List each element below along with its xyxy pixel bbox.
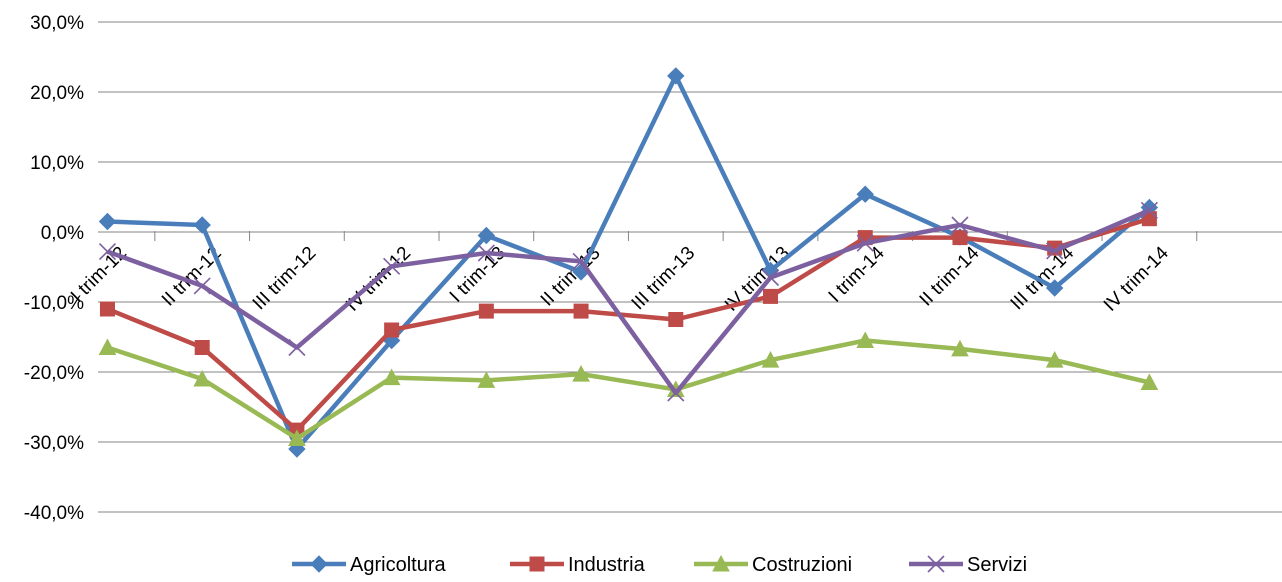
triangle-marker xyxy=(572,365,590,382)
triangle-marker xyxy=(193,369,212,387)
x-marker xyxy=(667,384,685,402)
square-marker xyxy=(529,556,545,572)
square-marker xyxy=(668,312,684,327)
triangle-marker xyxy=(712,554,730,572)
x-marker xyxy=(856,234,874,252)
series-line xyxy=(107,73,1151,452)
series-servizi xyxy=(98,201,1158,402)
square-marker xyxy=(384,322,400,338)
square-marker xyxy=(573,303,589,319)
x-marker xyxy=(383,257,401,275)
square-marker xyxy=(763,288,779,304)
y-tick-label: 20,0% xyxy=(30,83,84,104)
legend-label: Industria xyxy=(568,554,646,576)
square-marker xyxy=(194,340,210,355)
triangle-marker xyxy=(288,429,306,446)
triangle-marker xyxy=(761,351,780,368)
legend: Agricoltura Industria Costruzioni Servizi xyxy=(292,554,1027,576)
legend-label: Costruzioni xyxy=(752,554,852,576)
diamond-marker xyxy=(856,185,874,203)
y-tick-label: 10,0% xyxy=(30,153,84,174)
legend-label: Servizi xyxy=(967,554,1027,576)
square-marker xyxy=(99,301,115,317)
y-tick-label: -40,0% xyxy=(24,503,84,524)
x-marker xyxy=(288,338,306,357)
x-marker xyxy=(1046,242,1064,260)
diamond-marker xyxy=(1045,279,1064,297)
diamond-marker xyxy=(477,226,496,245)
legend-item-costruzioni: Costruzioni xyxy=(694,554,852,576)
legend-item-servizi: Servizi xyxy=(909,554,1027,576)
triangle-marker xyxy=(1140,373,1159,390)
triangle-marker xyxy=(951,339,969,357)
y-tick-label: 30,0% xyxy=(30,13,84,34)
series-line xyxy=(106,208,1151,396)
triangle-marker xyxy=(1045,351,1064,368)
series-line xyxy=(106,216,1151,433)
diamond-marker xyxy=(98,212,117,231)
gridlines xyxy=(98,21,1282,513)
series-lines xyxy=(98,67,1159,458)
diamond-marker xyxy=(193,216,211,234)
triangle-marker xyxy=(477,371,496,388)
y-axis-tick-labels: 30,0% 20,0% 10,0% 0,0% -10,0% -20,0% -30,0% -40… xyxy=(24,13,84,524)
x-marker xyxy=(1140,201,1158,219)
x-marker xyxy=(927,555,945,573)
y-tick-label: -20,0% xyxy=(24,363,84,384)
x-tick-label: III trim-13 xyxy=(628,243,700,315)
y-tick-label: -10,0% xyxy=(24,293,84,314)
square-marker xyxy=(478,303,494,319)
series-costruzioni xyxy=(98,331,1159,446)
x-tick-label: II trim-14 xyxy=(916,242,984,310)
y-tick-label: -30,0% xyxy=(24,433,84,454)
diamond-marker xyxy=(310,555,328,573)
x-marker xyxy=(98,243,117,261)
series-line xyxy=(106,338,1150,441)
x-marker xyxy=(572,252,590,270)
square-marker xyxy=(952,230,968,246)
y-tick-label: 0,0% xyxy=(41,223,84,244)
triangle-marker xyxy=(856,331,875,348)
x-tick-label: I trim-12 xyxy=(67,243,131,307)
legend-item-agricoltura: Agricoltura xyxy=(292,554,446,576)
x-tick-label: III trim-12 xyxy=(249,243,321,315)
legend-item-industria: Industria xyxy=(510,554,646,576)
legend-label: Agricoltura xyxy=(350,554,446,576)
x-marker xyxy=(193,277,211,295)
x-marker xyxy=(477,244,495,262)
diamond-marker xyxy=(667,67,685,85)
x-marker xyxy=(761,268,780,287)
triangle-marker xyxy=(98,338,117,355)
x-marker xyxy=(951,216,969,234)
triangle-marker xyxy=(382,368,401,386)
x-tick-label: IV trim-14 xyxy=(1100,242,1173,315)
